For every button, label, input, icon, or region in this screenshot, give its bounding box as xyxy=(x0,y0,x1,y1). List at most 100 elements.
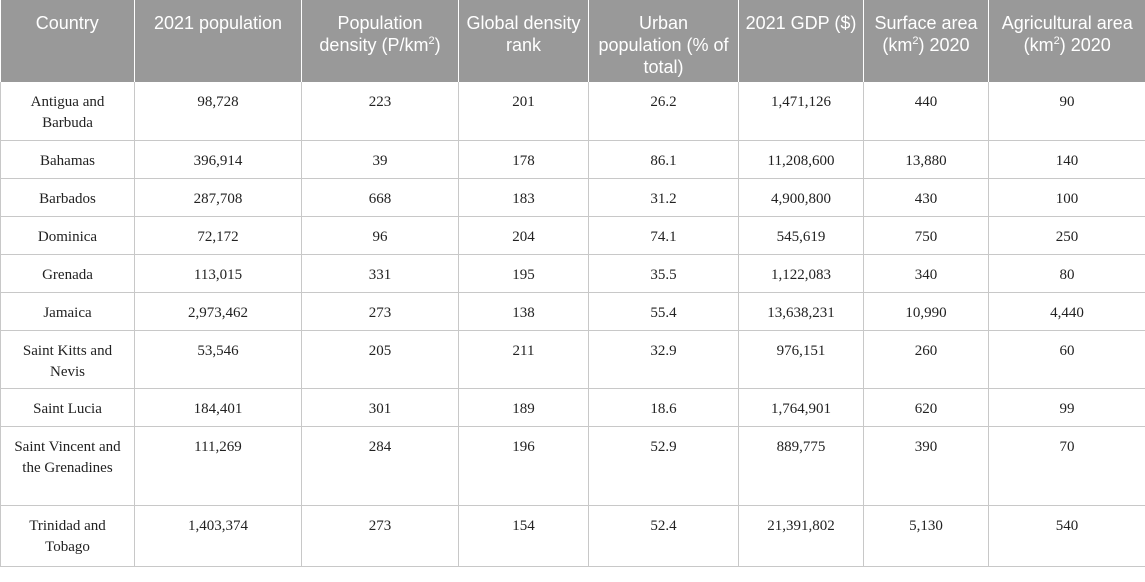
cell-population: 72,172 xyxy=(134,216,302,255)
cell-urban-population: 32.9 xyxy=(588,330,739,389)
table-row: Trinidad and Tobago 1,403,374 273 154 52… xyxy=(0,505,1145,567)
cell-country: Antigua and Barbuda xyxy=(0,82,135,141)
cell-gdp: 976,151 xyxy=(738,330,864,389)
cell-density: 223 xyxy=(301,82,459,141)
header-population: 2021 population xyxy=(134,0,302,82)
cell-density: 205 xyxy=(301,330,459,389)
cell-density-rank: 195 xyxy=(458,254,589,293)
cell-population: 111,269 xyxy=(134,426,302,506)
header-agricultural-area: Agricultural area (km2) 2020 xyxy=(988,0,1145,82)
table-row: Antigua and Barbuda 98,728 223 201 26.2 … xyxy=(0,82,1145,141)
cell-agricultural-area: 70 xyxy=(988,426,1145,506)
cell-gdp: 13,638,231 xyxy=(738,292,864,331)
cell-country: Bahamas xyxy=(0,140,135,179)
cell-country: Barbados xyxy=(0,178,135,217)
cell-surface-area: 13,880 xyxy=(863,140,989,179)
cell-urban-population: 31.2 xyxy=(588,178,739,217)
cell-gdp: 4,900,800 xyxy=(738,178,864,217)
cell-population: 2,973,462 xyxy=(134,292,302,331)
table-body: Antigua and Barbuda 98,728 223 201 26.2 … xyxy=(0,82,1145,567)
cell-population: 53,546 xyxy=(134,330,302,389)
cell-surface-area: 5,130 xyxy=(863,505,989,567)
cell-urban-population: 86.1 xyxy=(588,140,739,179)
table-row: Jamaica 2,973,462 273 138 55.4 13,638,23… xyxy=(0,292,1145,331)
header-surface-area: Surface area (km2) 2020 xyxy=(863,0,989,82)
cell-density: 301 xyxy=(301,388,459,427)
cell-gdp: 1,764,901 xyxy=(738,388,864,427)
cell-surface-area: 390 xyxy=(863,426,989,506)
cell-gdp: 889,775 xyxy=(738,426,864,506)
cell-agricultural-area: 60 xyxy=(988,330,1145,389)
cell-urban-population: 35.5 xyxy=(588,254,739,293)
table-row: Grenada 113,015 331 195 35.5 1,122,083 3… xyxy=(0,254,1145,293)
data-table: Country 2021 population Population densi… xyxy=(0,0,1145,567)
cell-country: Grenada xyxy=(0,254,135,293)
cell-density-rank: 211 xyxy=(458,330,589,389)
cell-surface-area: 440 xyxy=(863,82,989,141)
cell-population: 184,401 xyxy=(134,388,302,427)
cell-urban-population: 18.6 xyxy=(588,388,739,427)
header-gdp: 2021 GDP ($) xyxy=(738,0,864,82)
header-row: Country 2021 population Population densi… xyxy=(0,0,1145,82)
cell-population: 113,015 xyxy=(134,254,302,293)
cell-agricultural-area: 140 xyxy=(988,140,1145,179)
table-header: Country 2021 population Population densi… xyxy=(0,0,1145,82)
cell-density: 331 xyxy=(301,254,459,293)
cell-gdp: 11,208,600 xyxy=(738,140,864,179)
cell-agricultural-area: 540 xyxy=(988,505,1145,567)
cell-density-rank: 183 xyxy=(458,178,589,217)
cell-country: Saint Lucia xyxy=(0,388,135,427)
table-row: Saint Vincent and the Grenadines 111,269… xyxy=(0,426,1145,506)
cell-urban-population: 52.9 xyxy=(588,426,739,506)
cell-density: 284 xyxy=(301,426,459,506)
cell-surface-area: 10,990 xyxy=(863,292,989,331)
cell-density-rank: 189 xyxy=(458,388,589,427)
cell-urban-population: 55.4 xyxy=(588,292,739,331)
cell-agricultural-area: 80 xyxy=(988,254,1145,293)
cell-density-rank: 201 xyxy=(458,82,589,141)
cell-agricultural-area: 99 xyxy=(988,388,1145,427)
cell-density: 96 xyxy=(301,216,459,255)
cell-urban-population: 52.4 xyxy=(588,505,739,567)
table-row: Dominica 72,172 96 204 74.1 545,619 750 … xyxy=(0,216,1145,255)
cell-country: Jamaica xyxy=(0,292,135,331)
cell-density-rank: 178 xyxy=(458,140,589,179)
header-urban-population: Urban population (% of total) xyxy=(588,0,739,82)
cell-density-rank: 204 xyxy=(458,216,589,255)
cell-density-rank: 138 xyxy=(458,292,589,331)
cell-country: Trinidad and Tobago xyxy=(0,505,135,567)
cell-density: 668 xyxy=(301,178,459,217)
cell-density-rank: 154 xyxy=(458,505,589,567)
cell-urban-population: 26.2 xyxy=(588,82,739,141)
cell-agricultural-area: 4,440 xyxy=(988,292,1145,331)
cell-surface-area: 340 xyxy=(863,254,989,293)
cell-country: Saint Kitts and Nevis xyxy=(0,330,135,389)
cell-surface-area: 430 xyxy=(863,178,989,217)
header-density: Population density (P/km2) xyxy=(301,0,459,82)
cell-surface-area: 750 xyxy=(863,216,989,255)
cell-population: 98,728 xyxy=(134,82,302,141)
table-row: Saint Kitts and Nevis 53,546 205 211 32.… xyxy=(0,330,1145,389)
header-country: Country xyxy=(0,0,135,82)
cell-agricultural-area: 90 xyxy=(988,82,1145,141)
table-row: Saint Lucia 184,401 301 189 18.6 1,764,9… xyxy=(0,388,1145,427)
cell-population: 287,708 xyxy=(134,178,302,217)
cell-gdp: 545,619 xyxy=(738,216,864,255)
cell-agricultural-area: 250 xyxy=(988,216,1145,255)
cell-gdp: 21,391,802 xyxy=(738,505,864,567)
cell-population: 1,403,374 xyxy=(134,505,302,567)
cell-gdp: 1,122,083 xyxy=(738,254,864,293)
cell-country: Saint Vincent and the Grenadines xyxy=(0,426,135,506)
table-row: Barbados 287,708 668 183 31.2 4,900,800 … xyxy=(0,178,1145,217)
cell-density: 273 xyxy=(301,292,459,331)
cell-urban-population: 74.1 xyxy=(588,216,739,255)
cell-country: Dominica xyxy=(0,216,135,255)
cell-density: 39 xyxy=(301,140,459,179)
cell-density: 273 xyxy=(301,505,459,567)
cell-surface-area: 620 xyxy=(863,388,989,427)
cell-density-rank: 196 xyxy=(458,426,589,506)
header-density-rank: Global density rank xyxy=(458,0,589,82)
cell-population: 396,914 xyxy=(134,140,302,179)
table-row: Bahamas 396,914 39 178 86.1 11,208,600 1… xyxy=(0,140,1145,179)
cell-gdp: 1,471,126 xyxy=(738,82,864,141)
